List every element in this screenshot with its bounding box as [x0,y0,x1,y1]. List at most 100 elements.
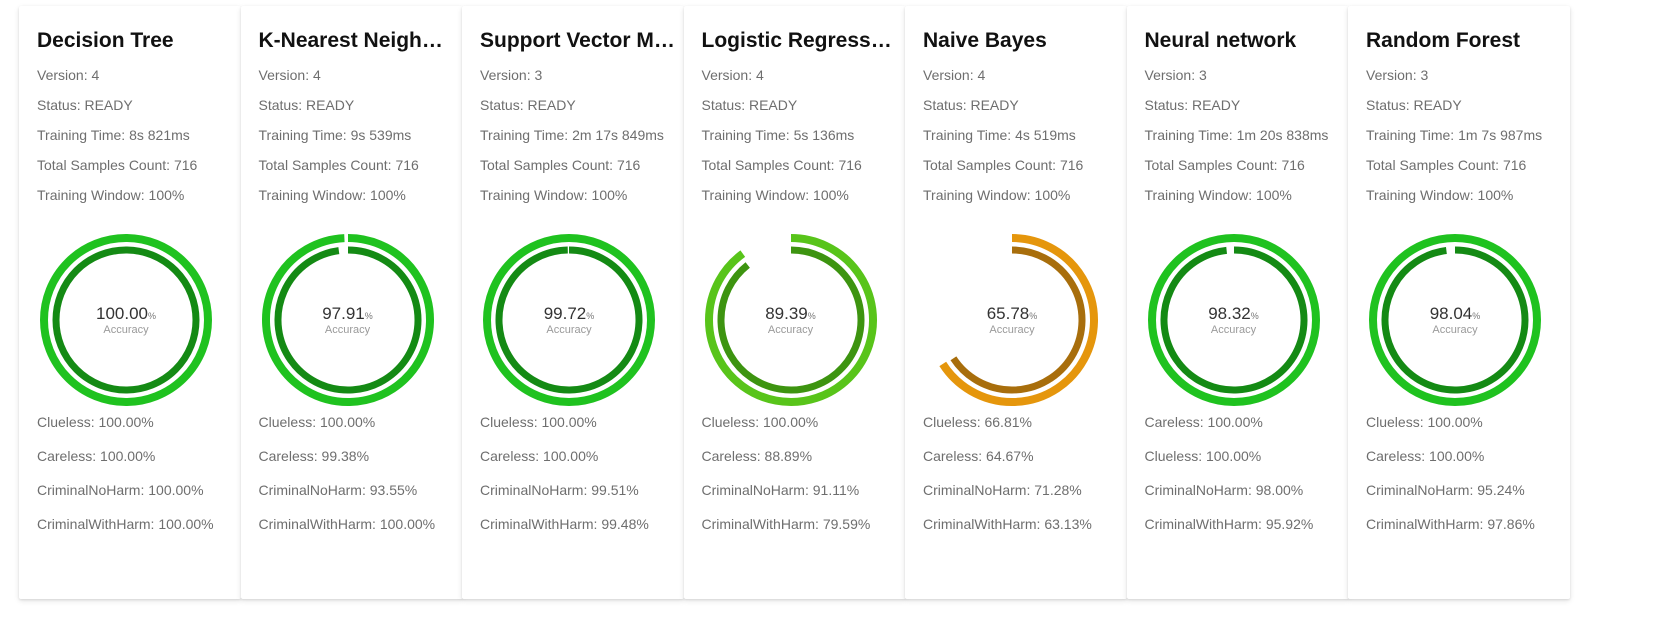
status-value: READY [305,97,355,113]
accuracy-number: 89.39 [765,304,808,323]
window-row: Training Window: 100% [480,186,627,204]
class-value: 99.38% [321,448,370,464]
model-title: Support Vector Machine [480,29,676,52]
outer-ring [483,234,655,406]
samples-row: Total Samples Count: 716 [1366,156,1526,174]
version-row: Version: 4 [37,66,99,84]
accuracy-label: Accuracy [1432,324,1478,336]
window-label: Training Window: [37,187,145,203]
model-card[interactable]: Neural network Version: 3 Status: READY Tra… [1126,6,1349,599]
accuracy-value: 65.78% [923,305,1101,325]
status-label: Status: [37,97,81,113]
samples-row: Total Samples Count: 716 [702,156,862,174]
outer-ring [704,234,877,406]
class-value: 91.11% [812,482,860,498]
accuracy-label: Accuracy [767,324,814,336]
accuracy-label: Accuracy [324,324,371,336]
gauge-rings [261,234,434,406]
window-row: Training Window: 100% [702,186,849,204]
model-card[interactable]: Logistic Regression Version: 4 Status: REA… [683,6,906,599]
accuracy-ring [495,246,643,394]
samples-row: Total Samples Count: 716 [259,156,419,174]
training-time-value: 2m 17s 849ms [572,127,664,143]
accuracy-ring [274,246,421,394]
samples-value: 716 [1502,157,1527,173]
status-row: Status: READY [1145,96,1241,114]
class-name: Clueless: [1366,414,1424,430]
accuracy-gauge: 99.72% Accuracy [480,231,658,409]
class-name: CriminalWithHarm: [1366,516,1484,532]
training-time-row: Training Time: 4s 519ms [923,126,1076,144]
class-accuracy-row: CriminalWithHarm: 99.48% [480,514,670,535]
class-name: CriminalNoHarm: [923,482,1031,498]
class-accuracy-row: CriminalWithHarm: 100.00% [259,514,449,535]
status-row: Status: READY [259,96,355,114]
samples-value: 716 [1059,157,1084,173]
class-accuracy-row: Clueless: 100.00% [259,412,449,433]
class-name: CriminalWithHarm: [37,516,155,532]
model-title: Logistic Regression [701,29,898,52]
outer-ring [261,234,434,406]
samples-label: Total Samples Count: [480,157,614,173]
class-name: CriminalNoHarm: [701,482,809,498]
model-card[interactable]: Naive Bayes Version: 4 Status: READY Traini… [905,6,1127,599]
accuracy-label: Accuracy [989,324,1035,336]
window-row: Training Window: 100% [259,186,406,204]
model-title: Decision Tree [37,29,174,52]
class-value: 100.00% [1207,414,1263,430]
percent-sign: % [807,311,816,321]
gauge-rings [704,234,877,406]
status-label: Status: [1144,97,1189,113]
class-value: 79.59% [822,516,871,532]
percent-sign: % [1472,311,1481,321]
accuracy-value: 89.39% [702,305,880,325]
window-value: 100% [1034,187,1071,203]
version-row: Version: 3 [480,66,542,84]
model-card[interactable]: Support Vector Machine Version: 3 Status: … [462,6,684,599]
status-value: READY [84,97,133,113]
samples-value: 716 [395,157,419,173]
class-value: 100.00% [100,448,156,464]
window-label: Training Window: [923,187,1031,203]
accuracy-ring [1381,246,1529,394]
class-name: Clueless: [480,414,538,430]
class-name: Careless: [1144,414,1204,430]
class-value: 100.00% [98,414,154,430]
accuracy-gauge: 97.91% Accuracy [259,231,437,409]
class-name: Careless: [480,448,540,464]
class-accuracy-row: Clueless: 100.00% [1366,412,1556,433]
model-card[interactable]: Random Forest Version: 3 Status: READY Trai… [1348,6,1570,599]
model-title: Random Forest [1366,29,1521,52]
samples-label: Total Samples Count: [923,157,1057,173]
model-card[interactable]: K-Nearest Neighbors Version: 4 Status: REA… [240,6,463,599]
class-accuracy-row: Clueless: 100.00% [702,412,892,433]
accuracy-gauge: 100.00% Accuracy [37,231,215,409]
class-name: CriminalWithHarm: [923,516,1041,532]
samples-value: 716 [173,157,198,173]
status-value: READY [1191,97,1241,113]
version-label: Version: [258,67,310,83]
status-row: Status: READY [480,96,576,114]
training-time-label: Training Time: [258,127,347,143]
model-card[interactable]: Decision Tree Version: 4 Status: READY Trai… [19,6,241,599]
class-accuracy-row: CriminalNoHarm: 91.11% [702,480,892,501]
class-value: 100.00% [158,516,214,532]
class-name: Clueless: [923,414,981,430]
class-name: Clueless: [1144,448,1203,464]
outer-ring [1369,234,1541,406]
samples-label: Total Samples Count: [1366,157,1500,173]
window-label: Training Window: [480,187,588,203]
class-value: 100.00% [319,414,376,430]
gauge-rings [1369,234,1541,406]
training-time-label: Training Time: [701,127,790,143]
class-name: CriminalNoHarm: [480,482,588,498]
training-time-row: Training Time: 1m 7s 987ms [1366,126,1542,144]
status-label: Status: [1366,97,1410,113]
accuracy-number: 65.78 [986,304,1030,323]
training-time-value: 1m 7s 987ms [1458,127,1543,143]
samples-row: Total Samples Count: 716 [923,156,1083,174]
class-name: CriminalWithHarm: [258,516,376,532]
training-time-value: 9s 539ms [350,127,412,143]
version-value: 3 [1420,67,1429,83]
